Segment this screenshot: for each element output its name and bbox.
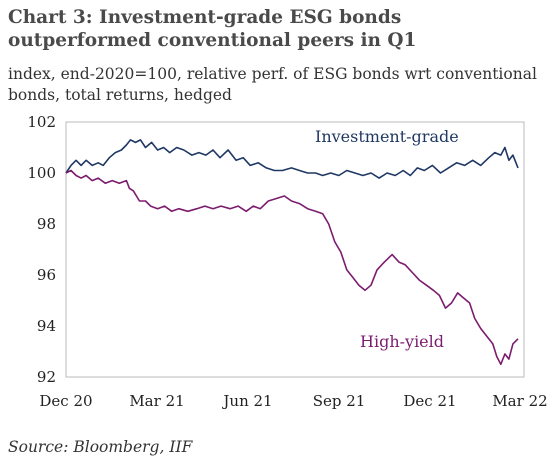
chart-title: Chart 3: Investment-grade ESG bonds outp…	[8, 7, 417, 51]
y-axis: 102 100 98 96 94 92	[27, 113, 56, 386]
x-axis: Dec 20 Mar 21 Jun 21 Sep 21 Dec 21 Mar 22	[39, 392, 547, 410]
annotation-high-yield: High-yield	[360, 332, 444, 351]
x-tick-label: Sep 21	[313, 392, 366, 410]
chart-subtitle: index, end-2020=100, relative perf. of E…	[8, 65, 537, 104]
x-tick-label: Dec 20	[39, 392, 92, 410]
series-annotations: Investment-grade High-yield	[315, 127, 459, 351]
y-tick-label: 94	[37, 317, 56, 335]
y-tick-label: 92	[37, 368, 56, 386]
y-tick-label: 100	[27, 164, 56, 182]
x-tick-label: Dec 21	[403, 392, 456, 410]
annotation-investment-grade: Investment-grade	[315, 127, 459, 146]
y-tick-label: 96	[37, 266, 56, 284]
plot-frame	[65, 121, 525, 378]
x-tick-label: Mar 21	[129, 392, 184, 410]
series-line-high-yield	[65, 169, 519, 366]
source-note: Source: Bloomberg, IIF	[8, 438, 193, 456]
y-tick-label: 102	[27, 113, 56, 131]
y-tick-label: 98	[37, 215, 56, 233]
x-tick-label: Jun 21	[221, 392, 272, 410]
x-tick-label: Mar 22	[492, 392, 547, 410]
series-line-investment-grade	[65, 139, 519, 179]
series-lines	[65, 139, 519, 366]
